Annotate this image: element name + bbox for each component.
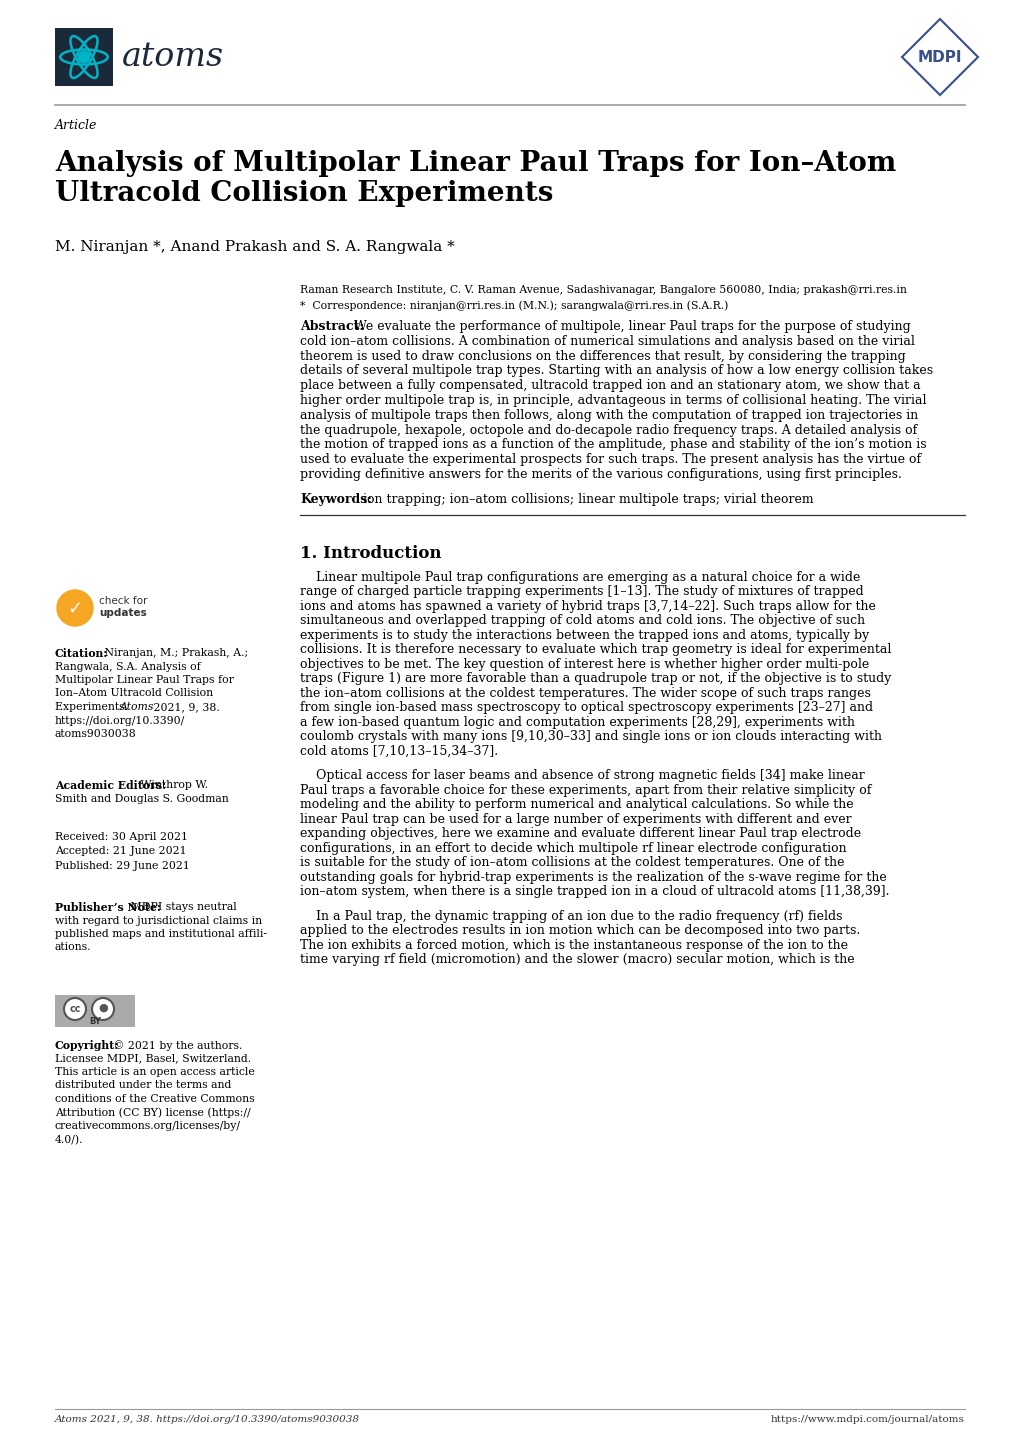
Text: Academic Editors:: Academic Editors: [55,780,166,792]
Text: ✓: ✓ [67,600,83,619]
Text: linear Paul trap can be used for a large number of experiments with different an: linear Paul trap can be used for a large… [300,813,851,826]
Circle shape [78,52,90,63]
Text: Analysis of Multipolar Linear Paul Traps for Ion–Atom: Analysis of Multipolar Linear Paul Traps… [55,150,896,177]
Text: updates: updates [99,609,147,619]
Text: Multipolar Linear Paul Traps for: Multipolar Linear Paul Traps for [55,675,233,685]
Text: The ion exhibits a forced motion, which is the instantaneous response of the ion: The ion exhibits a forced motion, which … [300,939,847,952]
Text: Niranjan, M.; Prakash, A.;: Niranjan, M.; Prakash, A.; [101,647,248,658]
Text: the quadrupole, hexapole, octopole and do-decapole radio frequency traps. A deta: the quadrupole, hexapole, octopole and d… [300,424,916,437]
Text: from single ion-based mass spectroscopy to optical spectroscopy experiments [23–: from single ion-based mass spectroscopy … [300,701,872,714]
Bar [55,995,135,1027]
Text: https://doi.org/10.3390/: https://doi.org/10.3390/ [55,715,185,725]
Text: conditions of the Creative Commons: conditions of the Creative Commons [55,1094,255,1105]
Text: objectives to be met. The key question of interest here is whether higher order : objectives to be met. The key question o… [300,658,868,671]
Text: expanding objectives, here we examine and evaluate different linear Paul trap el: expanding objectives, here we examine an… [300,828,860,841]
Text: Ultracold Collision Experiments: Ultracold Collision Experiments [55,180,553,208]
Text: Accepted: 21 June 2021: Accepted: 21 June 2021 [55,846,186,857]
Text: Published: 29 June 2021: Published: 29 June 2021 [55,861,190,871]
Text: a few ion-based quantum logic and computation experiments [28,29], experiments w: a few ion-based quantum logic and comput… [300,715,854,728]
Text: In a Paul trap, the dynamic trapping of an ion due to the radio frequency (rf) f: In a Paul trap, the dynamic trapping of … [300,910,842,923]
Circle shape [92,998,114,1019]
Text: atoms9030038: atoms9030038 [55,730,137,738]
Text: configurations, in an effort to decide which multipole rf linear electrode confi: configurations, in an effort to decide w… [300,842,846,855]
Text: ions and atoms has spawned a variety of hybrid traps [3,7,14–22]. Such traps all: ions and atoms has spawned a variety of … [300,600,875,613]
Text: Abstract:: Abstract: [300,320,364,333]
Text: used to evaluate the experimental prospects for such traps. The present analysis: used to evaluate the experimental prospe… [300,453,920,466]
Text: ion trapping; ion–atom collisions; linear multipole traps; virial theorem: ion trapping; ion–atom collisions; linea… [363,493,813,506]
Text: MDPI: MDPI [917,49,961,65]
Text: time varying rf field (micromotion) and the slower (macro) secular motion, which: time varying rf field (micromotion) and … [300,953,854,966]
Text: distributed under the terms and: distributed under the terms and [55,1080,231,1090]
Text: Atoms: Atoms [120,702,154,712]
Text: the motion of trapped ions as a function of the amplitude, phase and stability o: the motion of trapped ions as a function… [300,438,925,451]
Text: analysis of multipole traps then follows, along with the computation of trapped : analysis of multipole traps then follows… [300,408,917,423]
Text: is suitable for the study of ion–atom collisions at the coldest temperatures. On: is suitable for the study of ion–atom co… [300,857,844,870]
Text: Keywords:: Keywords: [300,493,372,506]
Text: Linear multipole Paul trap configurations are emerging as a natural choice for a: Linear multipole Paul trap configuration… [300,571,860,584]
Text: Attribution (CC BY) license (https://: Attribution (CC BY) license (https:// [55,1107,251,1118]
Text: Licensee MDPI, Basel, Switzerland.: Licensee MDPI, Basel, Switzerland. [55,1054,251,1064]
Text: the ion–atom collisions at the coldest temperatures. The wider scope of such tra: the ion–atom collisions at the coldest t… [300,686,870,699]
Text: coulomb crystals with many ions [9,10,30–33] and single ions or ion clouds inter: coulomb crystals with many ions [9,10,30… [300,730,881,743]
Text: Paul traps a favorable choice for these experiments, apart from their relative s: Paul traps a favorable choice for these … [300,784,870,797]
Text: atoms: atoms [122,40,224,74]
Text: cc: cc [69,1004,81,1014]
Text: Copyright:: Copyright: [55,1040,119,1051]
Text: ations.: ations. [55,943,92,953]
Text: place between a fully compensated, ultracold trapped ion and an stationary atom,: place between a fully compensated, ultra… [300,379,920,392]
Text: simultaneous and overlapped trapping of cold atoms and cold ions. The objective : simultaneous and overlapped trapping of … [300,614,864,627]
Text: theorem is used to draw conclusions on the differences that result, by consideri: theorem is used to draw conclusions on t… [300,349,905,362]
Text: *  Correspondence: niranjan@rri.res.in (M.N.); sarangwala@rri.res.in (S.A.R.): * Correspondence: niranjan@rri.res.in (M… [300,300,728,310]
Text: Rangwala, S.A. Analysis of: Rangwala, S.A. Analysis of [55,662,201,672]
Text: Atoms 2021, 9, 38. https://doi.org/10.3390/atoms9030038: Atoms 2021, 9, 38. https://doi.org/10.33… [55,1415,360,1425]
Bar [55,27,113,87]
Text: outstanding goals for hybrid-trap experiments is the realization of the s-wave r: outstanding goals for hybrid-trap experi… [300,871,886,884]
Text: We evaluate the performance of multipole, linear Paul traps for the purpose of s: We evaluate the performance of multipole… [354,320,910,333]
Text: Optical access for laser beams and absence of strong magnetic fields [34] make l: Optical access for laser beams and absen… [300,769,864,783]
Text: Ion–Atom Ultracold Collision: Ion–Atom Ultracold Collision [55,688,213,698]
Circle shape [64,998,86,1019]
Text: Publisher’s Note:: Publisher’s Note: [55,903,161,913]
Text: Smith and Douglas S. Goodman: Smith and Douglas S. Goodman [55,793,228,803]
Text: Article: Article [55,120,97,133]
Text: Citation:: Citation: [55,647,108,659]
Text: applied to the electrodes results in ion motion which can be decomposed into two: applied to the electrodes results in ion… [300,924,859,937]
Text: cold ion–atom collisions. A combination of numerical simulations and analysis ba: cold ion–atom collisions. A combination … [300,335,914,348]
Text: higher order multipole trap is, in principle, advantageous in terms of collision: higher order multipole trap is, in princ… [300,394,925,407]
Text: This article is an open access article: This article is an open access article [55,1067,255,1077]
Text: 2021, 9, 38.: 2021, 9, 38. [150,702,219,712]
Text: with regard to jurisdictional claims in: with regard to jurisdictional claims in [55,916,262,926]
Text: published maps and institutional affili-: published maps and institutional affili- [55,929,267,939]
Text: range of charged particle trapping experiments [1–13]. The study of mixtures of : range of charged particle trapping exper… [300,585,863,598]
Text: ●: ● [98,1004,108,1012]
Text: collisions. It is therefore necessary to evaluate which trap geometry is ideal f: collisions. It is therefore necessary to… [300,643,891,656]
Text: © 2021 by the authors.: © 2021 by the authors. [110,1040,243,1051]
Text: traps (Figure 1) are more favorable than a quadrupole trap or not, if the object: traps (Figure 1) are more favorable than… [300,672,891,685]
Text: cold atoms [7,10,13–15,34–37].: cold atoms [7,10,13–15,34–37]. [300,746,497,758]
Text: ion–atom system, when there is a single trapped ion in a cloud of ultracold atom: ion–atom system, when there is a single … [300,885,889,898]
Text: Received: 30 April 2021: Received: 30 April 2021 [55,832,187,842]
Text: Experiments.: Experiments. [55,702,131,712]
Text: M. Niranjan *, Anand Prakash and S. A. Rangwala *: M. Niranjan *, Anand Prakash and S. A. R… [55,239,454,254]
Text: details of several multipole trap types. Starting with an analysis of how a low : details of several multipole trap types.… [300,365,932,378]
Text: Winthrop W.: Winthrop W. [137,780,208,790]
Text: BY: BY [89,1017,101,1025]
Text: providing definitive answers for the merits of the various configurations, using: providing definitive answers for the mer… [300,469,901,482]
Text: modeling and the ability to perform numerical and analytical calculations. So wh: modeling and the ability to perform nume… [300,799,853,812]
Text: https://www.mdpi.com/journal/atoms: https://www.mdpi.com/journal/atoms [770,1415,964,1425]
Text: MDPI stays neutral: MDPI stays neutral [127,903,236,911]
Text: 4.0/).: 4.0/). [55,1135,84,1145]
Text: creativecommons.org/licenses/by/: creativecommons.org/licenses/by/ [55,1120,240,1131]
Circle shape [57,590,93,626]
Text: check for: check for [99,596,147,606]
Text: Raman Research Institute, C. V. Raman Avenue, Sadashivanagar, Bangalore 560080, : Raman Research Institute, C. V. Raman Av… [300,286,906,296]
Text: 1. Introduction: 1. Introduction [300,545,441,562]
Text: experiments is to study the interactions between the trapped ions and atoms, typ: experiments is to study the interactions… [300,629,868,642]
